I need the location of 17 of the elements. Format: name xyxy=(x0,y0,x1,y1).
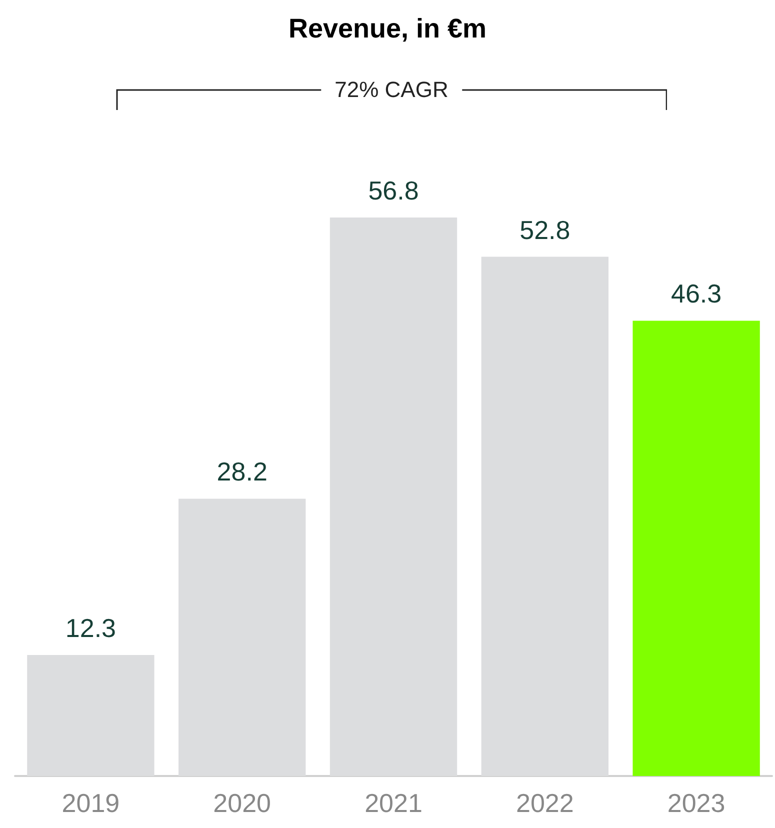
data-label: 52.8 xyxy=(520,214,570,245)
bar xyxy=(632,320,760,776)
x-tick-label: 2021 xyxy=(364,788,422,818)
bar xyxy=(27,655,154,776)
data-label: 28.2 xyxy=(216,456,268,487)
bar xyxy=(330,217,458,776)
data-label: 56.8 xyxy=(368,175,419,206)
data-label: 12.3 xyxy=(65,613,116,644)
text: 72% CAGR xyxy=(320,77,462,103)
bar xyxy=(178,498,306,776)
x-tick-label: 2023 xyxy=(667,788,726,818)
x-tick-label: 2022 xyxy=(516,788,574,818)
bar xyxy=(481,256,608,776)
chart-title: Revenue, in €m xyxy=(288,14,487,44)
x-tick-label: 2020 xyxy=(213,788,272,818)
x-tick-label: 2019 xyxy=(62,788,120,818)
data-label: 46.3 xyxy=(670,278,722,309)
